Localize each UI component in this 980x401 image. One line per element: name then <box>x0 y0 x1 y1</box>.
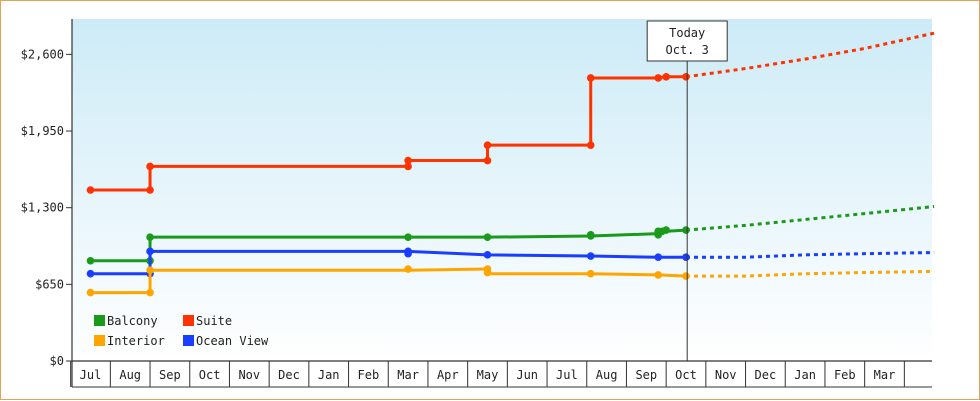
data-point-ocean-view <box>483 251 492 259</box>
x-month-label: Jul <box>556 368 578 382</box>
data-point-balcony <box>146 233 154 241</box>
data-point-balcony <box>662 226 670 234</box>
plot-background <box>72 19 932 361</box>
x-month-label: Oct <box>675 368 697 382</box>
x-month-label: Aug <box>119 368 141 382</box>
legend-label-balcony: Balcony <box>107 314 158 328</box>
y-tick-label: $1,300 <box>21 201 64 215</box>
x-month-label: Jan <box>318 368 340 382</box>
x-month-label: Sep <box>635 368 657 382</box>
x-month-label: Oct <box>199 368 221 382</box>
data-point-interior <box>86 288 95 297</box>
forecast-line-ocean-view <box>686 251 935 259</box>
x-month-label: Dec <box>278 368 300 382</box>
forecast-line-interior <box>686 269 935 278</box>
data-point-interior <box>586 269 595 278</box>
data-point-suite <box>146 162 154 171</box>
x-month-label: Nov <box>715 368 737 382</box>
y-tick-label: $650 <box>35 277 64 291</box>
data-point-balcony <box>586 231 595 239</box>
data-point-interior <box>483 268 492 277</box>
data-point-interior <box>146 288 154 297</box>
data-point-interior <box>146 266 154 274</box>
x-month-label: May <box>477 368 499 382</box>
forecast-line-balcony <box>685 205 935 232</box>
data-point-suite <box>404 162 412 171</box>
x-month-label: Aug <box>596 368 618 382</box>
x-month-label: Sep <box>159 368 181 382</box>
x-month-label: Jan <box>794 368 816 382</box>
data-point-interior <box>654 271 663 279</box>
data-point-balcony <box>86 256 95 265</box>
data-point-balcony <box>483 233 492 241</box>
legend-label-suite: Suite <box>196 314 232 328</box>
x-month-label: Mar <box>397 368 419 382</box>
forecast-line-suite <box>685 31 935 79</box>
x-month-label: Dec <box>755 368 777 382</box>
data-point-interior <box>404 265 412 273</box>
data-point-suite <box>483 156 492 165</box>
x-month-label: Feb <box>834 368 856 382</box>
legend-swatch-balcony <box>94 315 105 326</box>
data-point-ocean-view <box>682 253 690 262</box>
x-month-label: Jul <box>80 368 102 382</box>
x-month-label: Feb <box>358 368 380 382</box>
data-point-ocean-view <box>86 269 95 278</box>
data-point-interior <box>682 272 690 280</box>
data-point-balcony <box>682 226 690 234</box>
data-point-suite <box>404 156 412 165</box>
today-label-line1: Today <box>669 26 705 40</box>
data-point-ocean-view <box>146 247 154 256</box>
data-point-suite <box>662 72 670 81</box>
data-point-suite <box>483 141 492 149</box>
x-month-label: Jun <box>516 368 538 382</box>
data-point-suite <box>86 186 95 194</box>
today-label-box <box>646 20 728 62</box>
legend-label-ocean-view: Ocean View <box>196 334 269 348</box>
data-point-suite <box>586 141 595 149</box>
x-month-label: Mar <box>874 368 896 382</box>
legend-label-interior: Interior <box>107 334 165 348</box>
y-tick-label: $1,950 <box>21 124 64 138</box>
x-month-label: Nov <box>238 368 260 382</box>
data-point-suite <box>146 186 154 194</box>
data-point-ocean-view <box>404 249 412 258</box>
x-month-label: Apr <box>437 368 459 382</box>
legend-swatch-interior <box>94 335 105 346</box>
data-point-ocean-view <box>654 253 663 262</box>
y-tick-label: $2,600 <box>21 47 64 61</box>
data-point-balcony <box>404 233 412 241</box>
today-label-line2: Oct. 3 <box>666 43 709 57</box>
data-point-ocean-view <box>586 252 595 260</box>
data-point-suite <box>586 74 595 82</box>
legend-swatch-ocean-view <box>183 335 194 346</box>
legend-swatch-suite <box>183 315 194 326</box>
data-point-suite <box>682 72 690 81</box>
y-tick-label: $0 <box>50 354 64 368</box>
data-point-suite <box>654 74 663 82</box>
